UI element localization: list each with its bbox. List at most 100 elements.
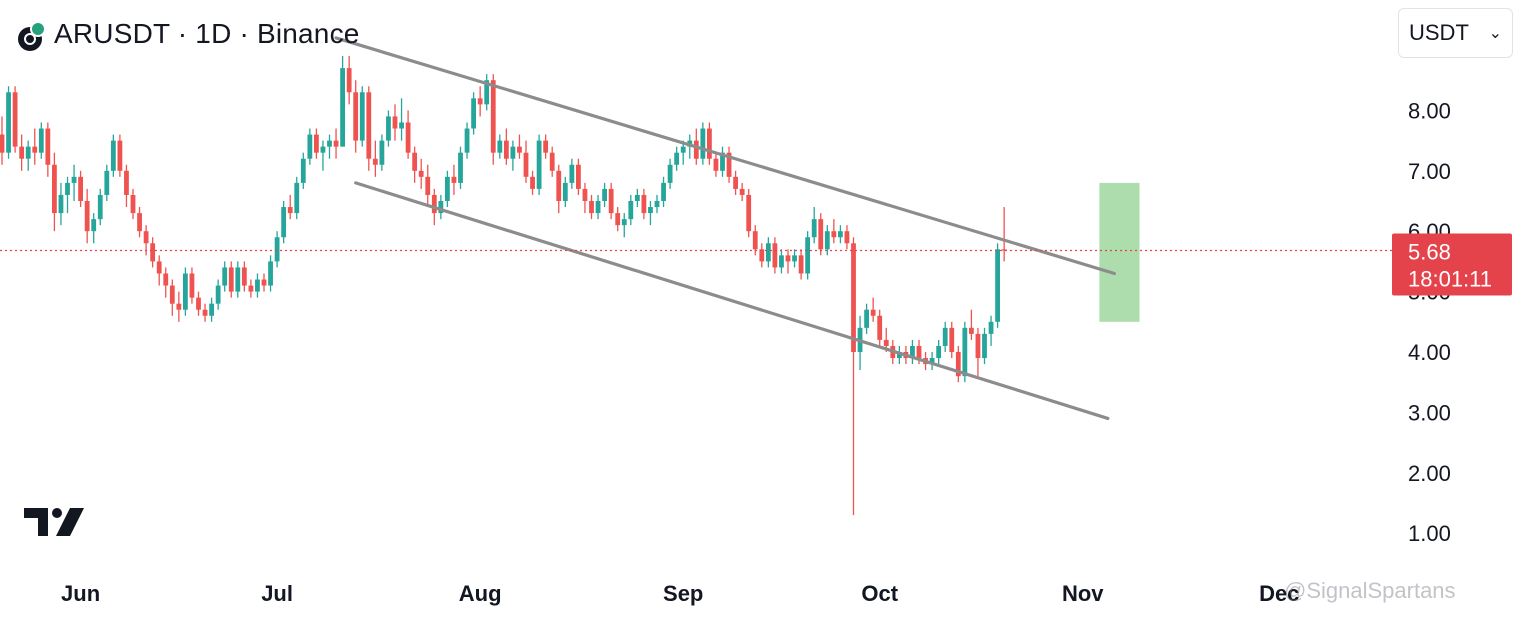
candle (176, 291, 182, 322)
candle-body (680, 146, 686, 153)
candle-body (503, 140, 509, 159)
x-tick-label: Dec (1259, 581, 1299, 606)
candle (615, 207, 621, 232)
candle (726, 146, 732, 183)
candle (235, 261, 241, 298)
candle-body (543, 140, 549, 153)
candle (124, 164, 129, 208)
candle (772, 237, 778, 274)
candle (314, 128, 319, 159)
candle-body (523, 152, 529, 177)
candle (412, 146, 418, 183)
candle-body (58, 194, 64, 214)
candle (418, 158, 424, 189)
candle (209, 297, 214, 322)
candle (700, 122, 706, 165)
candle (864, 303, 869, 334)
candle (78, 170, 83, 208)
candle-body (949, 327, 955, 352)
currency-select[interactable]: USDT ⌄ (1398, 8, 1513, 58)
candle (851, 237, 856, 516)
channel-lower-line[interactable] (354, 181, 1110, 421)
candle-body (621, 219, 627, 226)
candle-body (248, 285, 254, 292)
descending-channel (334, 36, 1117, 421)
candle (392, 104, 398, 141)
candle-body (490, 80, 496, 153)
candle-body (307, 134, 313, 159)
candle (936, 339, 942, 365)
candle-body (792, 255, 797, 262)
candle-body (143, 231, 149, 244)
candle-body (183, 273, 188, 310)
candle (510, 140, 516, 171)
candle-body (458, 152, 463, 183)
candle-body (726, 152, 732, 177)
candle (477, 86, 483, 117)
candle (287, 194, 293, 220)
candle-body (84, 201, 90, 232)
candle (988, 315, 994, 346)
candle (32, 128, 38, 165)
candle-body (667, 164, 673, 183)
candle (340, 56, 345, 147)
candle-body (969, 327, 974, 334)
candle-body (602, 188, 607, 201)
candle-body (97, 194, 103, 220)
candle-body (176, 303, 182, 310)
candle (975, 327, 981, 377)
candle-body (556, 170, 562, 201)
candle-body (700, 128, 706, 159)
candle-body (759, 249, 765, 262)
candle-body (720, 152, 725, 171)
candle (458, 146, 463, 189)
candle-body (497, 140, 503, 153)
candle (183, 267, 188, 316)
candle-body (870, 309, 876, 316)
tether-badge-icon (30, 21, 46, 37)
candle (6, 86, 11, 159)
candle (1001, 207, 1007, 262)
current-price-label: 5.68 18:01:11 (1392, 233, 1512, 296)
candle-body (294, 182, 300, 214)
candle-body (314, 134, 319, 153)
candle-body (189, 273, 195, 298)
candle (104, 164, 110, 201)
candle-body (608, 188, 614, 214)
candle (955, 345, 961, 383)
candle (792, 249, 797, 268)
candle (438, 194, 444, 220)
candle-body (484, 80, 490, 105)
candle (661, 176, 666, 208)
candle (274, 231, 280, 268)
candle-body (379, 140, 385, 165)
candle-body (235, 267, 241, 292)
candle-body (327, 140, 332, 147)
candle (353, 80, 359, 153)
candle (969, 309, 974, 340)
candle (228, 261, 234, 298)
candle (576, 158, 581, 195)
candle-body (405, 122, 411, 153)
candle (582, 182, 588, 214)
candle-body (71, 176, 77, 183)
candle-body (300, 158, 306, 183)
y-tick-label: 8.00 (1408, 98, 1451, 123)
candle-body (562, 182, 568, 201)
candle (65, 176, 70, 214)
candle (346, 56, 352, 105)
candle-body (785, 255, 791, 262)
candle-body (431, 194, 437, 214)
candle-body (150, 243, 156, 262)
candle-body (65, 182, 70, 195)
candle (117, 134, 123, 177)
candle (674, 146, 680, 171)
candle (12, 86, 18, 153)
channel-upper-line[interactable] (334, 36, 1117, 276)
candle (517, 134, 522, 159)
chart-title[interactable]: ARUSDT · 1D · Binance (54, 18, 360, 49)
candle-body (19, 146, 25, 159)
candle-body (52, 164, 57, 214)
candle-body (883, 339, 889, 346)
